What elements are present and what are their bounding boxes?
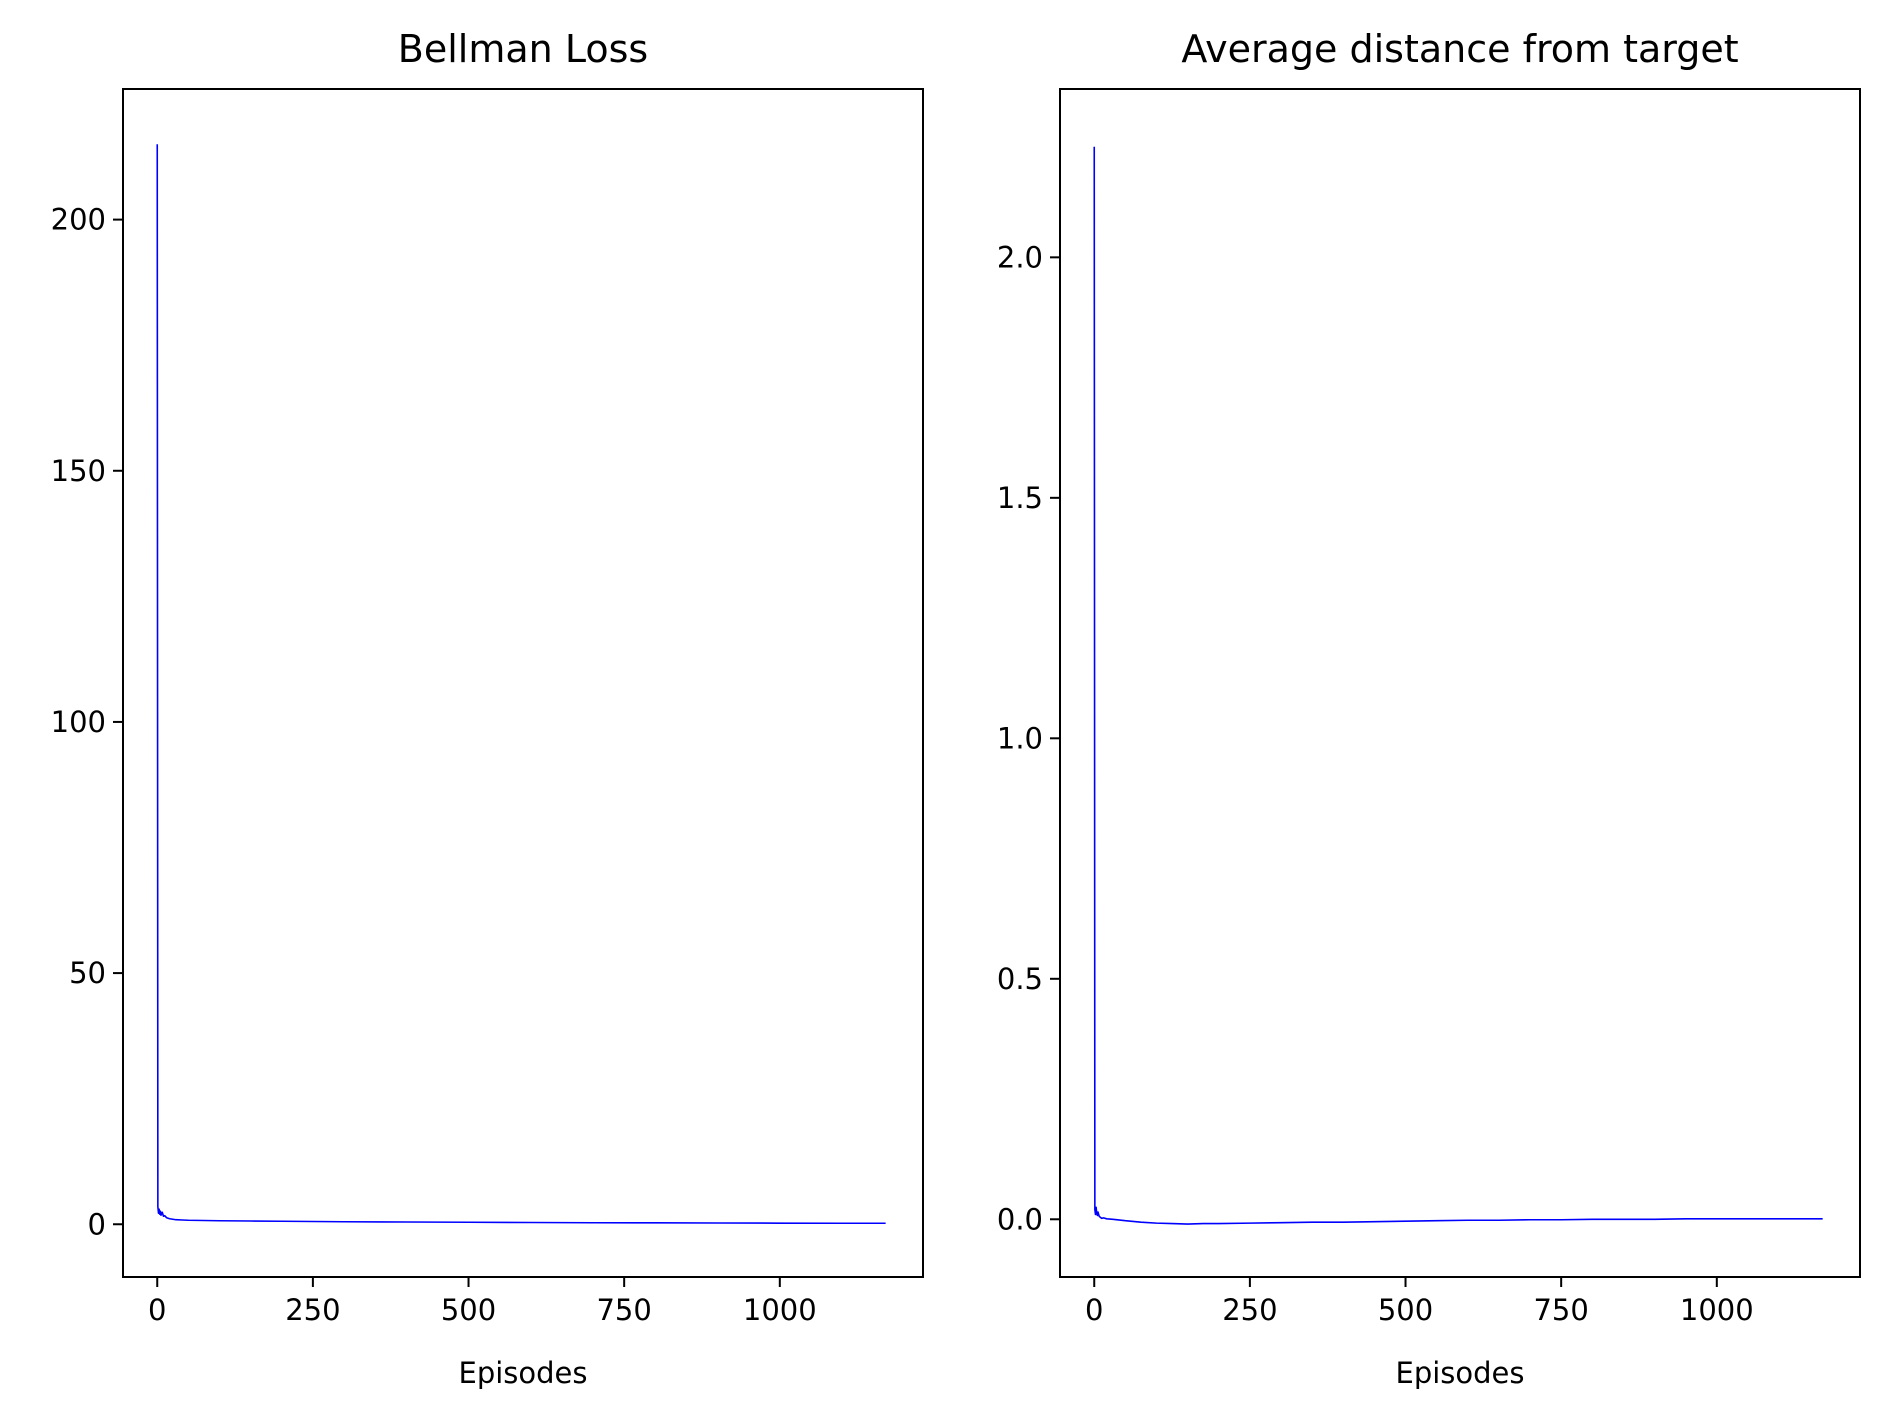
y-tick-label: 1.5 — [997, 481, 1043, 515]
x-tick-label: 1000 — [743, 1293, 817, 1327]
y-tick-label: 2.0 — [997, 240, 1043, 274]
x-axis-label: Episodes — [1396, 1356, 1525, 1390]
y-tick-label: 0.0 — [997, 1202, 1043, 1236]
x-tick-label: 0 — [1085, 1293, 1103, 1327]
y-tick-label: 0 — [88, 1207, 106, 1241]
y-tick-label: 150 — [51, 454, 106, 488]
ticks-layer: 0 250 500 750 1000 0.0 0.5 1.0 1.5 2.0 — [997, 240, 1754, 1327]
series-layer — [156, 144, 886, 1225]
x-tick-label: 250 — [1222, 1293, 1277, 1327]
y-tick-label: 50 — [69, 956, 106, 990]
distance-panel: Average distance from target 0 250 500 750 1… — [997, 27, 1861, 1390]
y-tick-label: 100 — [51, 705, 106, 739]
series-line — [1093, 146, 1823, 1225]
series-layer — [1093, 146, 1823, 1225]
x-tick-label: 0 — [148, 1293, 166, 1327]
x-axis-label: Episodes — [459, 1356, 588, 1390]
y-tick-label: 200 — [51, 203, 106, 237]
plot-frame — [122, 88, 924, 1278]
ticks-layer: 0 250 500 750 1000 0 50 100 150 200 — [51, 203, 817, 1327]
bellman-loss-panel: Bellman Loss 0 250 500 750 1000050100150200 … — [51, 27, 924, 1390]
plot-frame — [1059, 88, 1861, 1278]
x-tick-label: 750 — [1533, 1293, 1588, 1327]
x-tick-label: 250 — [285, 1293, 340, 1327]
x-tick-label: 1000 — [1680, 1293, 1754, 1327]
x-tick-label: 750 — [596, 1293, 651, 1327]
chart-title: Average distance from target — [1181, 27, 1738, 71]
x-tick-label: 500 — [1378, 1293, 1433, 1327]
series-line — [156, 144, 886, 1225]
y-tick-label: 0.5 — [997, 962, 1043, 996]
chart-title: Bellman Loss — [398, 27, 648, 71]
x-tick-label: 500 — [441, 1293, 496, 1327]
y-tick-label: 1.0 — [997, 721, 1043, 755]
